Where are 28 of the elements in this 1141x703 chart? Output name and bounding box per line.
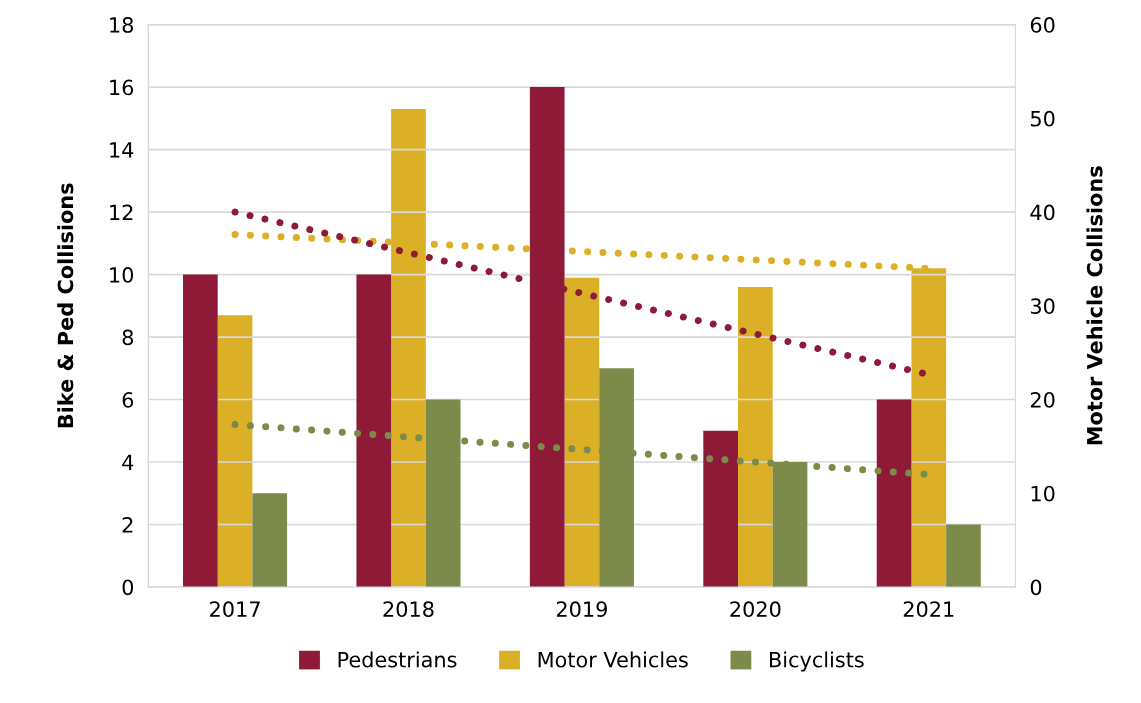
legend-label: Pedestrians xyxy=(338,651,457,668)
y-tick-label: 0 xyxy=(122,579,134,596)
y-tick-label: 8 xyxy=(122,329,134,346)
y-tick-label: 2 xyxy=(122,516,133,533)
y2-tick-label: 40 xyxy=(1030,204,1055,221)
y2-tick-label: 0 xyxy=(1030,579,1042,596)
y2-tick-label: 60 xyxy=(1030,17,1055,33)
y-tick-label: 4 xyxy=(122,454,134,470)
y2-tick-label: 50 xyxy=(1030,110,1055,127)
y-tick-label: 14 xyxy=(110,142,134,158)
y-tick-label: 6 xyxy=(122,391,134,408)
y-tick-label: 10 xyxy=(110,267,134,283)
y-tick-label: 16 xyxy=(110,79,134,96)
x-tick-label: 2019 xyxy=(556,601,607,618)
x-tick-label: 2017 xyxy=(210,601,260,618)
y2-tick-label: 10 xyxy=(1031,485,1055,502)
x-tick-label: 2021 xyxy=(903,601,954,618)
y2-tick-label: 30 xyxy=(1030,298,1055,315)
x-tick-label: 2018 xyxy=(383,601,434,618)
bar xyxy=(946,524,981,587)
y-tick-label: 18 xyxy=(110,17,134,33)
y-axis-title: Bike & Ped Collisions xyxy=(57,183,74,428)
legend-label: Bicyclists xyxy=(770,651,864,672)
y2-tick-label: 20 xyxy=(1030,391,1055,408)
legend-label: Motor Vehicles xyxy=(538,651,688,668)
y2-axis-title: Motor Vehicle Collisions xyxy=(1086,166,1103,445)
x-tick-label: 2020 xyxy=(730,601,781,618)
y-tick-label: 12 xyxy=(110,204,133,220)
